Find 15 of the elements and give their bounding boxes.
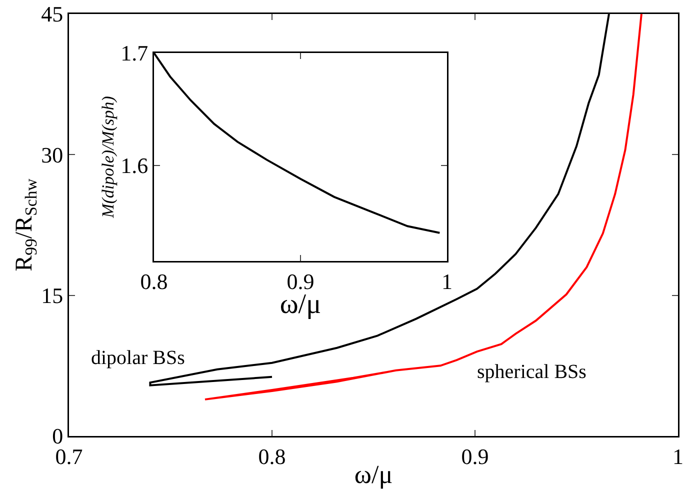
y-axis-title: M(dipole)/M(sph) (98, 96, 118, 219)
line-series (204, 14, 642, 400)
x-tick-label: 1 (672, 444, 684, 469)
y-tick-label: 45 (41, 2, 64, 27)
x-tick-label: 0.9 (461, 444, 489, 469)
y-tick-label: 1.7 (120, 40, 148, 66)
annotation: dipolar BSs (91, 347, 186, 369)
annotation: spherical BSs (477, 361, 587, 383)
x-tick-label: 1 (442, 268, 452, 294)
y-tick-label: 15 (41, 283, 64, 308)
y-tick-label: 30 (41, 142, 64, 168)
x-tick-label: 0.8 (258, 444, 286, 469)
x-axis-title: ω/μ (354, 460, 393, 489)
y-tick-label: 1.6 (120, 153, 148, 178)
x-tick-label: 0.8 (140, 268, 168, 294)
